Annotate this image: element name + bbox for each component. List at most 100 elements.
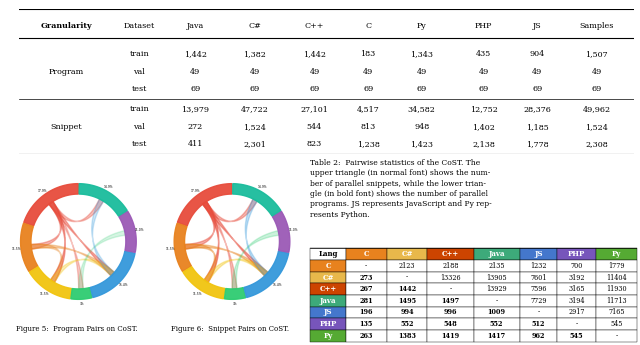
Text: 2,308: 2,308	[586, 140, 608, 148]
Text: JS: JS	[532, 22, 541, 30]
Text: 1,402: 1,402	[472, 123, 495, 131]
Text: 11713: 11713	[606, 297, 627, 305]
Text: 11.5%: 11.5%	[40, 292, 49, 296]
Bar	[310, 307, 346, 318]
Text: 11.5%: 11.5%	[193, 292, 203, 296]
Polygon shape	[245, 199, 268, 276]
Bar	[346, 283, 387, 295]
Polygon shape	[204, 259, 268, 283]
Text: 2917: 2917	[568, 308, 585, 316]
Text: 545: 545	[570, 332, 583, 340]
Text: 15.4%: 15.4%	[273, 283, 282, 287]
Bar	[387, 260, 428, 272]
Bar	[428, 283, 474, 295]
Text: 14.9%: 14.9%	[258, 185, 268, 189]
Text: 28,376: 28,376	[524, 105, 551, 113]
Text: 49: 49	[190, 68, 200, 76]
Text: 49: 49	[478, 68, 488, 76]
Text: 11404: 11404	[606, 274, 627, 282]
Text: 14.9%: 14.9%	[104, 185, 114, 189]
Bar	[557, 295, 596, 307]
Text: 263: 263	[360, 332, 373, 340]
Text: 11.5%: 11.5%	[12, 246, 21, 250]
Text: 1,524: 1,524	[243, 123, 266, 131]
Text: val: val	[133, 123, 145, 131]
Polygon shape	[79, 231, 125, 289]
Bar	[346, 307, 387, 318]
Polygon shape	[51, 259, 115, 283]
Text: -: -	[575, 320, 578, 328]
Text: train: train	[129, 50, 149, 58]
Bar	[428, 260, 474, 272]
Text: 2,138: 2,138	[472, 140, 495, 148]
Text: 3165: 3165	[568, 285, 585, 293]
Text: -: -	[365, 262, 367, 270]
Text: C: C	[364, 250, 369, 258]
Bar	[310, 248, 346, 260]
Text: 3%: 3%	[79, 302, 84, 306]
Text: Dataset: Dataset	[124, 22, 155, 30]
Text: 273: 273	[360, 274, 373, 282]
Text: 996: 996	[444, 308, 458, 316]
Polygon shape	[20, 223, 38, 272]
Text: 267: 267	[360, 285, 373, 293]
Bar	[428, 318, 474, 330]
Bar	[520, 307, 557, 318]
Bar	[428, 295, 474, 307]
Bar	[557, 318, 596, 330]
Text: 1,343: 1,343	[410, 50, 433, 58]
Bar	[520, 283, 557, 295]
Text: 17.9%: 17.9%	[38, 189, 47, 193]
Text: Table 2:  Pairwise statistics of the CoST. The
upper triangle (in normal font) s: Table 2: Pairwise statistics of the CoST…	[310, 159, 492, 219]
Text: 2135: 2135	[488, 262, 505, 270]
Bar	[387, 295, 428, 307]
Text: 1442: 1442	[398, 285, 416, 293]
Text: 1,507: 1,507	[586, 50, 608, 58]
Bar	[520, 260, 557, 272]
Text: Py: Py	[323, 332, 333, 340]
Text: 435: 435	[476, 50, 491, 58]
Text: 69: 69	[309, 85, 319, 93]
Text: 512: 512	[532, 320, 545, 328]
Text: C#: C#	[323, 274, 334, 282]
Text: 948: 948	[414, 123, 429, 131]
Polygon shape	[203, 199, 257, 221]
Polygon shape	[232, 231, 279, 289]
Text: C++: C++	[319, 285, 337, 293]
Text: 7596: 7596	[530, 285, 547, 293]
Text: 1,524: 1,524	[586, 123, 608, 131]
Bar	[428, 272, 474, 283]
Text: Granularity: Granularity	[41, 22, 92, 30]
Polygon shape	[244, 251, 289, 297]
Text: 1383: 1383	[398, 332, 416, 340]
Text: 823: 823	[307, 140, 322, 148]
Bar	[474, 283, 520, 295]
Text: train: train	[129, 105, 149, 113]
Polygon shape	[225, 288, 246, 299]
Text: 1,382: 1,382	[243, 50, 266, 58]
Text: JS: JS	[324, 308, 332, 316]
Bar	[310, 272, 346, 283]
Bar	[310, 295, 346, 307]
Polygon shape	[31, 201, 62, 249]
Text: 1,442: 1,442	[184, 50, 207, 58]
Polygon shape	[184, 244, 268, 276]
Text: 49: 49	[417, 68, 427, 76]
Text: 1009: 1009	[488, 308, 506, 316]
Text: 3%: 3%	[233, 302, 237, 306]
Text: C: C	[325, 262, 331, 270]
Text: 11.0%: 11.0%	[289, 228, 298, 232]
Polygon shape	[24, 184, 79, 226]
Text: 11930: 11930	[606, 285, 627, 293]
Text: 3192: 3192	[568, 274, 585, 282]
Bar	[387, 307, 428, 318]
Text: Program: Program	[49, 68, 84, 76]
Text: 69: 69	[591, 85, 602, 93]
Bar	[520, 295, 557, 307]
Text: test: test	[131, 85, 147, 93]
Text: test: test	[131, 140, 147, 148]
Text: C#: C#	[248, 22, 261, 30]
Text: Samples: Samples	[580, 22, 614, 30]
Text: 183: 183	[360, 50, 376, 58]
Text: 994: 994	[400, 308, 414, 316]
